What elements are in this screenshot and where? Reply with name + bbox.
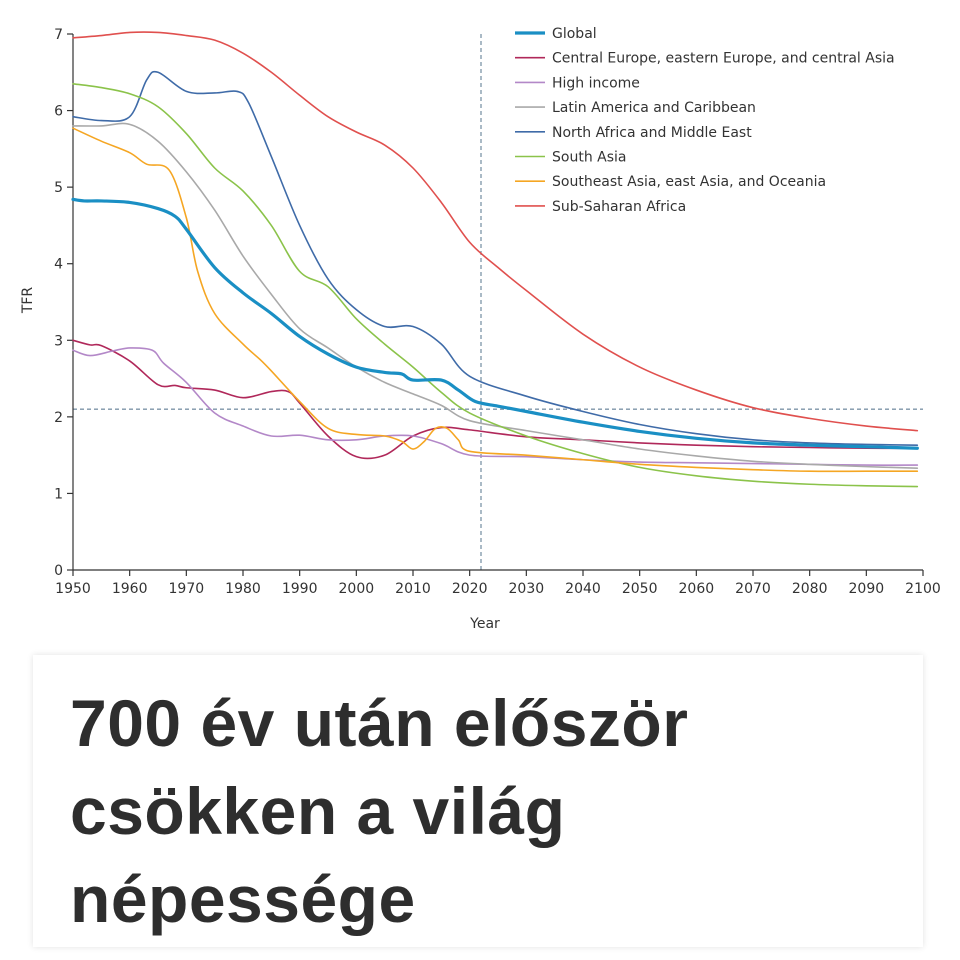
y-tick-label: 6 — [54, 104, 63, 120]
headline-card: 700 év után először csökken a világ népe… — [33, 655, 923, 947]
x-tick-label: 1970 — [169, 581, 205, 597]
series-line-latin-america-and-caribbean — [72, 122, 919, 469]
x-tick-label: 2040 — [565, 581, 601, 597]
legend-label: Global — [552, 26, 597, 42]
x-axis-label: Year — [469, 616, 500, 632]
legend-label: Latin America and Caribbean — [552, 100, 756, 116]
y-tick-label: 2 — [54, 410, 63, 426]
chart-legend: Global Central Europe, eastern Europe, an… — [515, 26, 895, 215]
y-tick-label: 7 — [54, 27, 63, 43]
series-line-north-africa-and-middle-east — [72, 70, 919, 446]
x-tick-label: 1950 — [55, 581, 91, 597]
chart-axes: 0 1 2 3 4 5 6 7 1950 1960 1970 1980 1990 2000 2010 2020… — [54, 27, 941, 597]
legend-label: Central Europe, eastern Europe, and cent… — [552, 51, 895, 67]
series-line-high-income — [72, 347, 919, 466]
series-line-central-europe-eastern-europe-and-central-asia — [72, 339, 919, 460]
headline-line-2: csökken a világ — [70, 774, 566, 848]
legend-label: Southeast Asia, east Asia, and Oceania — [552, 174, 826, 190]
x-tick-label: 1980 — [225, 581, 261, 597]
x-tick-label: 2060 — [679, 581, 715, 597]
tfr-line-chart: 0 1 2 3 4 5 6 7 1950 1960 1970 1980 1990 2000 2010 2020… — [20, 26, 941, 632]
headline[interactable]: 700 év után először csökken a világ népe… — [70, 679, 688, 943]
x-tick-label: 2050 — [622, 581, 658, 597]
legend-label: Sub-Saharan Africa — [552, 199, 686, 215]
x-tick-label: 2010 — [395, 581, 431, 597]
x-tick-label: 2080 — [792, 581, 828, 597]
series-lines — [71, 31, 919, 488]
y-axis-label: TFR — [20, 287, 36, 315]
legend-label: North Africa and Middle East — [552, 125, 752, 141]
x-tick-label: 2000 — [339, 581, 375, 597]
series-line-sub-saharan-africa — [72, 31, 919, 432]
x-tick-label: 2020 — [452, 581, 488, 597]
headline-line-3: népessége — [70, 862, 416, 936]
x-tick-label: 2030 — [509, 581, 545, 597]
x-tick-label: 2100 — [905, 581, 941, 597]
series-line-southeast-asia-east-asia-and-oceania — [72, 127, 919, 473]
headline-line-1: 700 év után először — [70, 686, 689, 760]
x-tick-label: 2090 — [849, 581, 885, 597]
y-tick-label: 3 — [54, 333, 63, 349]
y-tick-label: 1 — [54, 486, 63, 502]
y-tick-label: 4 — [54, 257, 63, 273]
reference-lines — [73, 34, 923, 570]
y-tick-label: 5 — [54, 180, 63, 196]
legend-label: High income — [552, 75, 640, 91]
y-tick-label: 0 — [54, 563, 63, 579]
x-tick-label: 1960 — [112, 581, 148, 597]
series-line-global — [71, 197, 919, 450]
x-tick-label: 1990 — [282, 581, 318, 597]
series-line-south-asia — [72, 82, 919, 488]
legend-label: South Asia — [552, 150, 626, 166]
x-tick-label: 2070 — [735, 581, 771, 597]
